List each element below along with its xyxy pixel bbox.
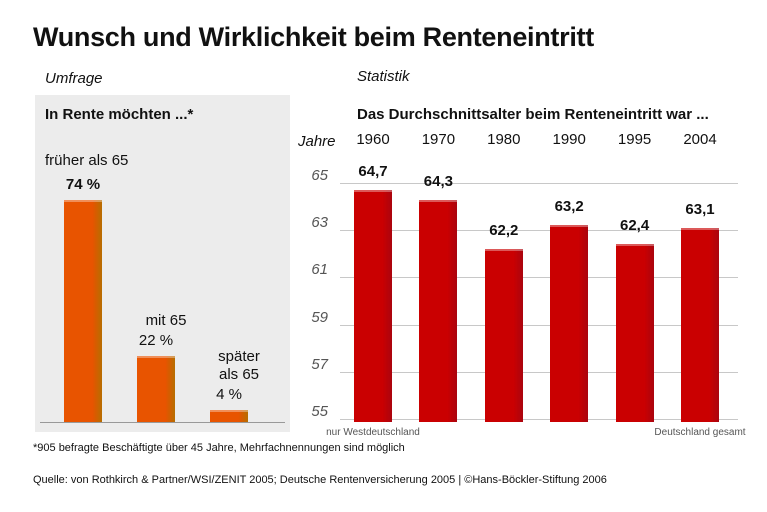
y-tick-label: 61 <box>311 261 328 279</box>
value-label: 63,2 <box>554 198 584 216</box>
value-label: 64,3 <box>423 172 453 190</box>
x-tick-label: 1995 <box>617 131 652 148</box>
footnote: *905 befragte Beschäftigte über 45 Jahre… <box>33 442 405 454</box>
y-tick-label: 59 <box>311 308 328 326</box>
y-tick-label: 65 <box>311 167 328 184</box>
source: Quelle: von Rothkirch & Partner/WSI/ZENI… <box>33 474 607 486</box>
grid-line <box>340 419 738 420</box>
bar <box>419 199 458 422</box>
value-label: 64,7 <box>358 163 388 181</box>
bar <box>550 225 589 422</box>
page-title: Wunsch und Wirklichkeit beim Renteneintr… <box>33 22 594 52</box>
category-label: mit 65 <box>145 312 187 329</box>
category-label: später als 65 <box>218 348 260 383</box>
x-tick-label: 1970 <box>421 131 456 148</box>
x-tick-label: 2004 <box>683 131 717 148</box>
bar <box>137 356 175 422</box>
grid-line <box>340 183 738 184</box>
value-label: 74 % <box>65 176 101 193</box>
bar <box>484 249 523 422</box>
bar <box>210 410 248 422</box>
y-axis-label: Jahre <box>298 133 336 150</box>
grid-line <box>340 230 738 232</box>
category-label: früher als 65 <box>45 152 129 169</box>
value-label: 62,2 <box>489 222 519 240</box>
grid-line <box>340 371 738 373</box>
bar <box>354 190 392 422</box>
bar <box>615 244 654 422</box>
value-label: 63,1 <box>685 200 715 218</box>
y-tick-label: 63 <box>311 214 328 232</box>
y-tick-label: 57 <box>311 355 328 373</box>
grid-line <box>340 324 738 326</box>
baseline <box>40 422 285 423</box>
x-tick-label: 1990 <box>552 131 586 148</box>
bar <box>681 227 719 422</box>
y-tick-label: 55 <box>311 403 328 420</box>
value-label: 22 % <box>138 332 174 349</box>
value-label: 4 % <box>216 386 242 403</box>
x-tick-label: 1960 <box>356 131 390 148</box>
section-label: Statistik <box>357 68 410 85</box>
grid-line <box>340 277 738 279</box>
x-tick-label: 1980 <box>487 131 521 148</box>
chart-title: In Rente möchten ...* <box>45 106 194 123</box>
category-note: nur Westdeutschland <box>326 427 420 438</box>
section-label: Umfrage <box>45 70 103 87</box>
chart-title: Das Durchschnittsalter beim Renteneintri… <box>357 106 709 123</box>
bar <box>64 200 102 422</box>
value-label: 62,4 <box>619 217 650 235</box>
category-note: Deutschland gesamt <box>654 427 746 438</box>
